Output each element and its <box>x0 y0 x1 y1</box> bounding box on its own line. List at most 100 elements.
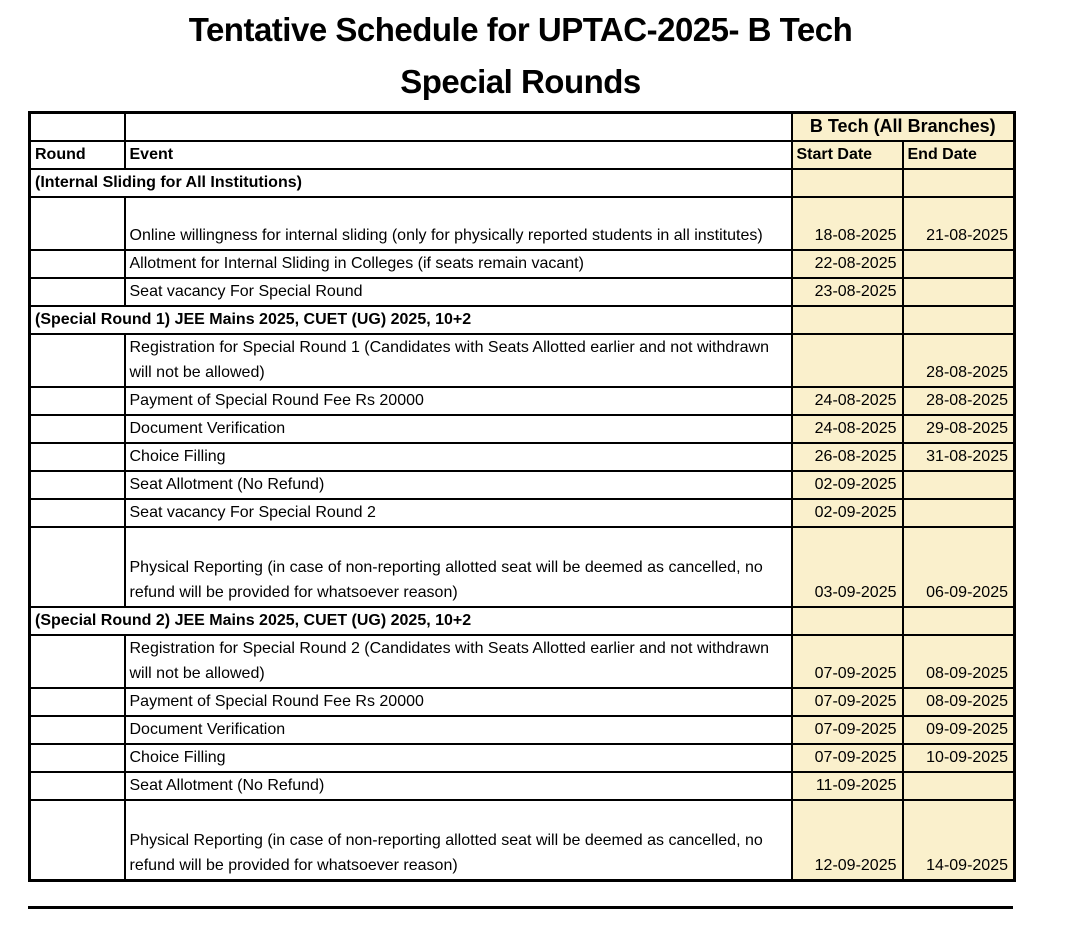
start-date-cell <box>790 333 904 388</box>
round-cell <box>28 111 126 142</box>
start-date-cell: 11-09-2025 <box>790 771 904 801</box>
end-date-cell <box>901 771 1016 801</box>
start-date-cell: 02-09-2025 <box>790 498 904 528</box>
bottom-rule <box>28 905 1013 909</box>
section-label: (Internal Sliding for All Institutions) <box>28 168 793 198</box>
end-date-cell <box>901 305 1016 335</box>
table-row: Physical Reporting (in case of non-repor… <box>28 526 1016 608</box>
round-cell <box>28 799 126 881</box>
start-date-cell: 24-08-2025 <box>790 414 904 444</box>
start-date-cell: 02-09-2025 <box>790 470 904 500</box>
event-cell: Seat vacancy For Special Round 2 <box>123 498 793 528</box>
table-row: Registration for Special Round 2 (Candid… <box>28 634 1016 689</box>
start-date-cell <box>790 168 904 198</box>
table-row: Seat Allotment (No Refund) 02-09-2025 <box>28 470 1016 500</box>
start-date-cell: 03-09-2025 <box>790 526 904 608</box>
table-row: Seat Allotment (No Refund) 11-09-2025 <box>28 771 1016 801</box>
round-cell <box>28 442 126 472</box>
end-date-cell <box>901 606 1016 636</box>
start-date-cell <box>790 606 904 636</box>
event-cell: Choice Filling <box>123 442 793 472</box>
round-cell <box>28 277 126 307</box>
start-date-cell: 23-08-2025 <box>790 277 904 307</box>
round-cell <box>28 687 126 717</box>
section-row: (Special Round 1) JEE Mains 2025, CUET (… <box>28 305 1016 335</box>
start-date-cell: 22-08-2025 <box>790 249 904 279</box>
end-date-cell <box>901 249 1016 279</box>
event-cell: Seat vacancy For Special Round <box>123 277 793 307</box>
event-cell: Payment of Special Round Fee Rs 20000 <box>123 687 793 717</box>
event-cell: Physical Reporting (in case of non-repor… <box>123 799 793 881</box>
start-date-cell: 18-08-2025 <box>790 196 904 251</box>
end-date-cell: 06-09-2025 <box>901 526 1016 608</box>
table-row: Payment of Special Round Fee Rs 20000 24… <box>28 386 1016 416</box>
event-cell: Document Verification <box>123 414 793 444</box>
event-cell: Payment of Special Round Fee Rs 20000 <box>123 386 793 416</box>
event-cell: Physical Reporting (in case of non-repor… <box>123 526 793 608</box>
end-date-cell: 08-09-2025 <box>901 687 1016 717</box>
schedule-table: B Tech (All Branches) Round Event Start … <box>28 111 1016 882</box>
round-cell <box>28 498 126 528</box>
round-cell <box>28 249 126 279</box>
start-date-cell: 07-09-2025 <box>790 743 904 773</box>
round-cell <box>28 333 126 388</box>
event-cell: Allotment for Internal Sliding in Colleg… <box>123 249 793 279</box>
title-line-1: Tentative Schedule for UPTAC-2025- B Tec… <box>188 11 853 48</box>
table-row: Choice Filling 26-08-2025 31-08-2025 <box>28 442 1016 472</box>
end-date-cell: 28-08-2025 <box>901 333 1016 388</box>
start-date-cell <box>790 305 904 335</box>
event-cell: Registration for Special Round 1 (Candid… <box>123 333 793 388</box>
end-date-cell: 31-08-2025 <box>901 442 1016 472</box>
end-date-cell: 08-09-2025 <box>901 634 1016 689</box>
round-cell <box>28 715 126 745</box>
table-row: Online willingness for internal sliding … <box>28 196 1016 251</box>
start-date-cell: 26-08-2025 <box>790 442 904 472</box>
table-row: Choice Filling 07-09-2025 10-09-2025 <box>28 743 1016 773</box>
section-label: (Special Round 2) JEE Mains 2025, CUET (… <box>28 606 793 636</box>
end-date-cell: 10-09-2025 <box>901 743 1016 773</box>
end-date-cell <box>901 470 1016 500</box>
event-cell <box>123 111 793 142</box>
start-date-cell: 07-09-2025 <box>790 687 904 717</box>
event-cell: Registration for Special Round 2 (Candid… <box>123 634 793 689</box>
section-row: (Internal Sliding for All Institutions) <box>28 168 1016 198</box>
event-cell: Choice Filling <box>123 743 793 773</box>
end-date-cell <box>901 168 1016 198</box>
title-line-2: Special Rounds <box>400 63 641 100</box>
round-cell <box>28 414 126 444</box>
event-cell: Document Verification <box>123 715 793 745</box>
start-date-column-header: Start Date <box>790 140 904 170</box>
round-cell <box>28 743 126 773</box>
start-date-cell: 12-09-2025 <box>790 799 904 881</box>
page-title: Tentative Schedule for UPTAC-2025- B Tec… <box>28 0 1013 108</box>
round-cell <box>28 634 126 689</box>
end-date-column-header: End Date <box>901 140 1016 170</box>
start-date-cell: 07-09-2025 <box>790 715 904 745</box>
table-row: Seat vacancy For Special Round 23-08-202… <box>28 277 1016 307</box>
round-cell <box>28 771 126 801</box>
end-date-cell: 29-08-2025 <box>901 414 1016 444</box>
section-row: (Special Round 2) JEE Mains 2025, CUET (… <box>28 606 1016 636</box>
table-row: Document Verification 24-08-2025 29-08-2… <box>28 414 1016 444</box>
end-date-cell: 28-08-2025 <box>901 386 1016 416</box>
table-row: Seat vacancy For Special Round 2 02-09-2… <box>28 498 1016 528</box>
start-date-cell: 07-09-2025 <box>790 634 904 689</box>
round-cell <box>28 470 126 500</box>
end-date-cell: 14-09-2025 <box>901 799 1016 881</box>
column-header-row: Round Event Start Date End Date <box>28 140 1016 170</box>
round-cell <box>28 386 126 416</box>
round-cell <box>28 196 126 251</box>
group-header-row: B Tech (All Branches) <box>28 111 1016 142</box>
round-column-header: Round <box>28 140 126 170</box>
start-date-cell: 24-08-2025 <box>790 386 904 416</box>
end-date-cell: 09-09-2025 <box>901 715 1016 745</box>
table-row: Document Verification 07-09-2025 09-09-2… <box>28 715 1016 745</box>
round-cell <box>28 526 126 608</box>
end-date-cell <box>901 498 1016 528</box>
table-row: Payment of Special Round Fee Rs 20000 07… <box>28 687 1016 717</box>
group-header-cell: B Tech (All Branches) <box>790 111 1016 142</box>
event-column-header: Event <box>123 140 793 170</box>
end-date-cell: 21-08-2025 <box>901 196 1016 251</box>
table-row: Allotment for Internal Sliding in Colleg… <box>28 249 1016 279</box>
